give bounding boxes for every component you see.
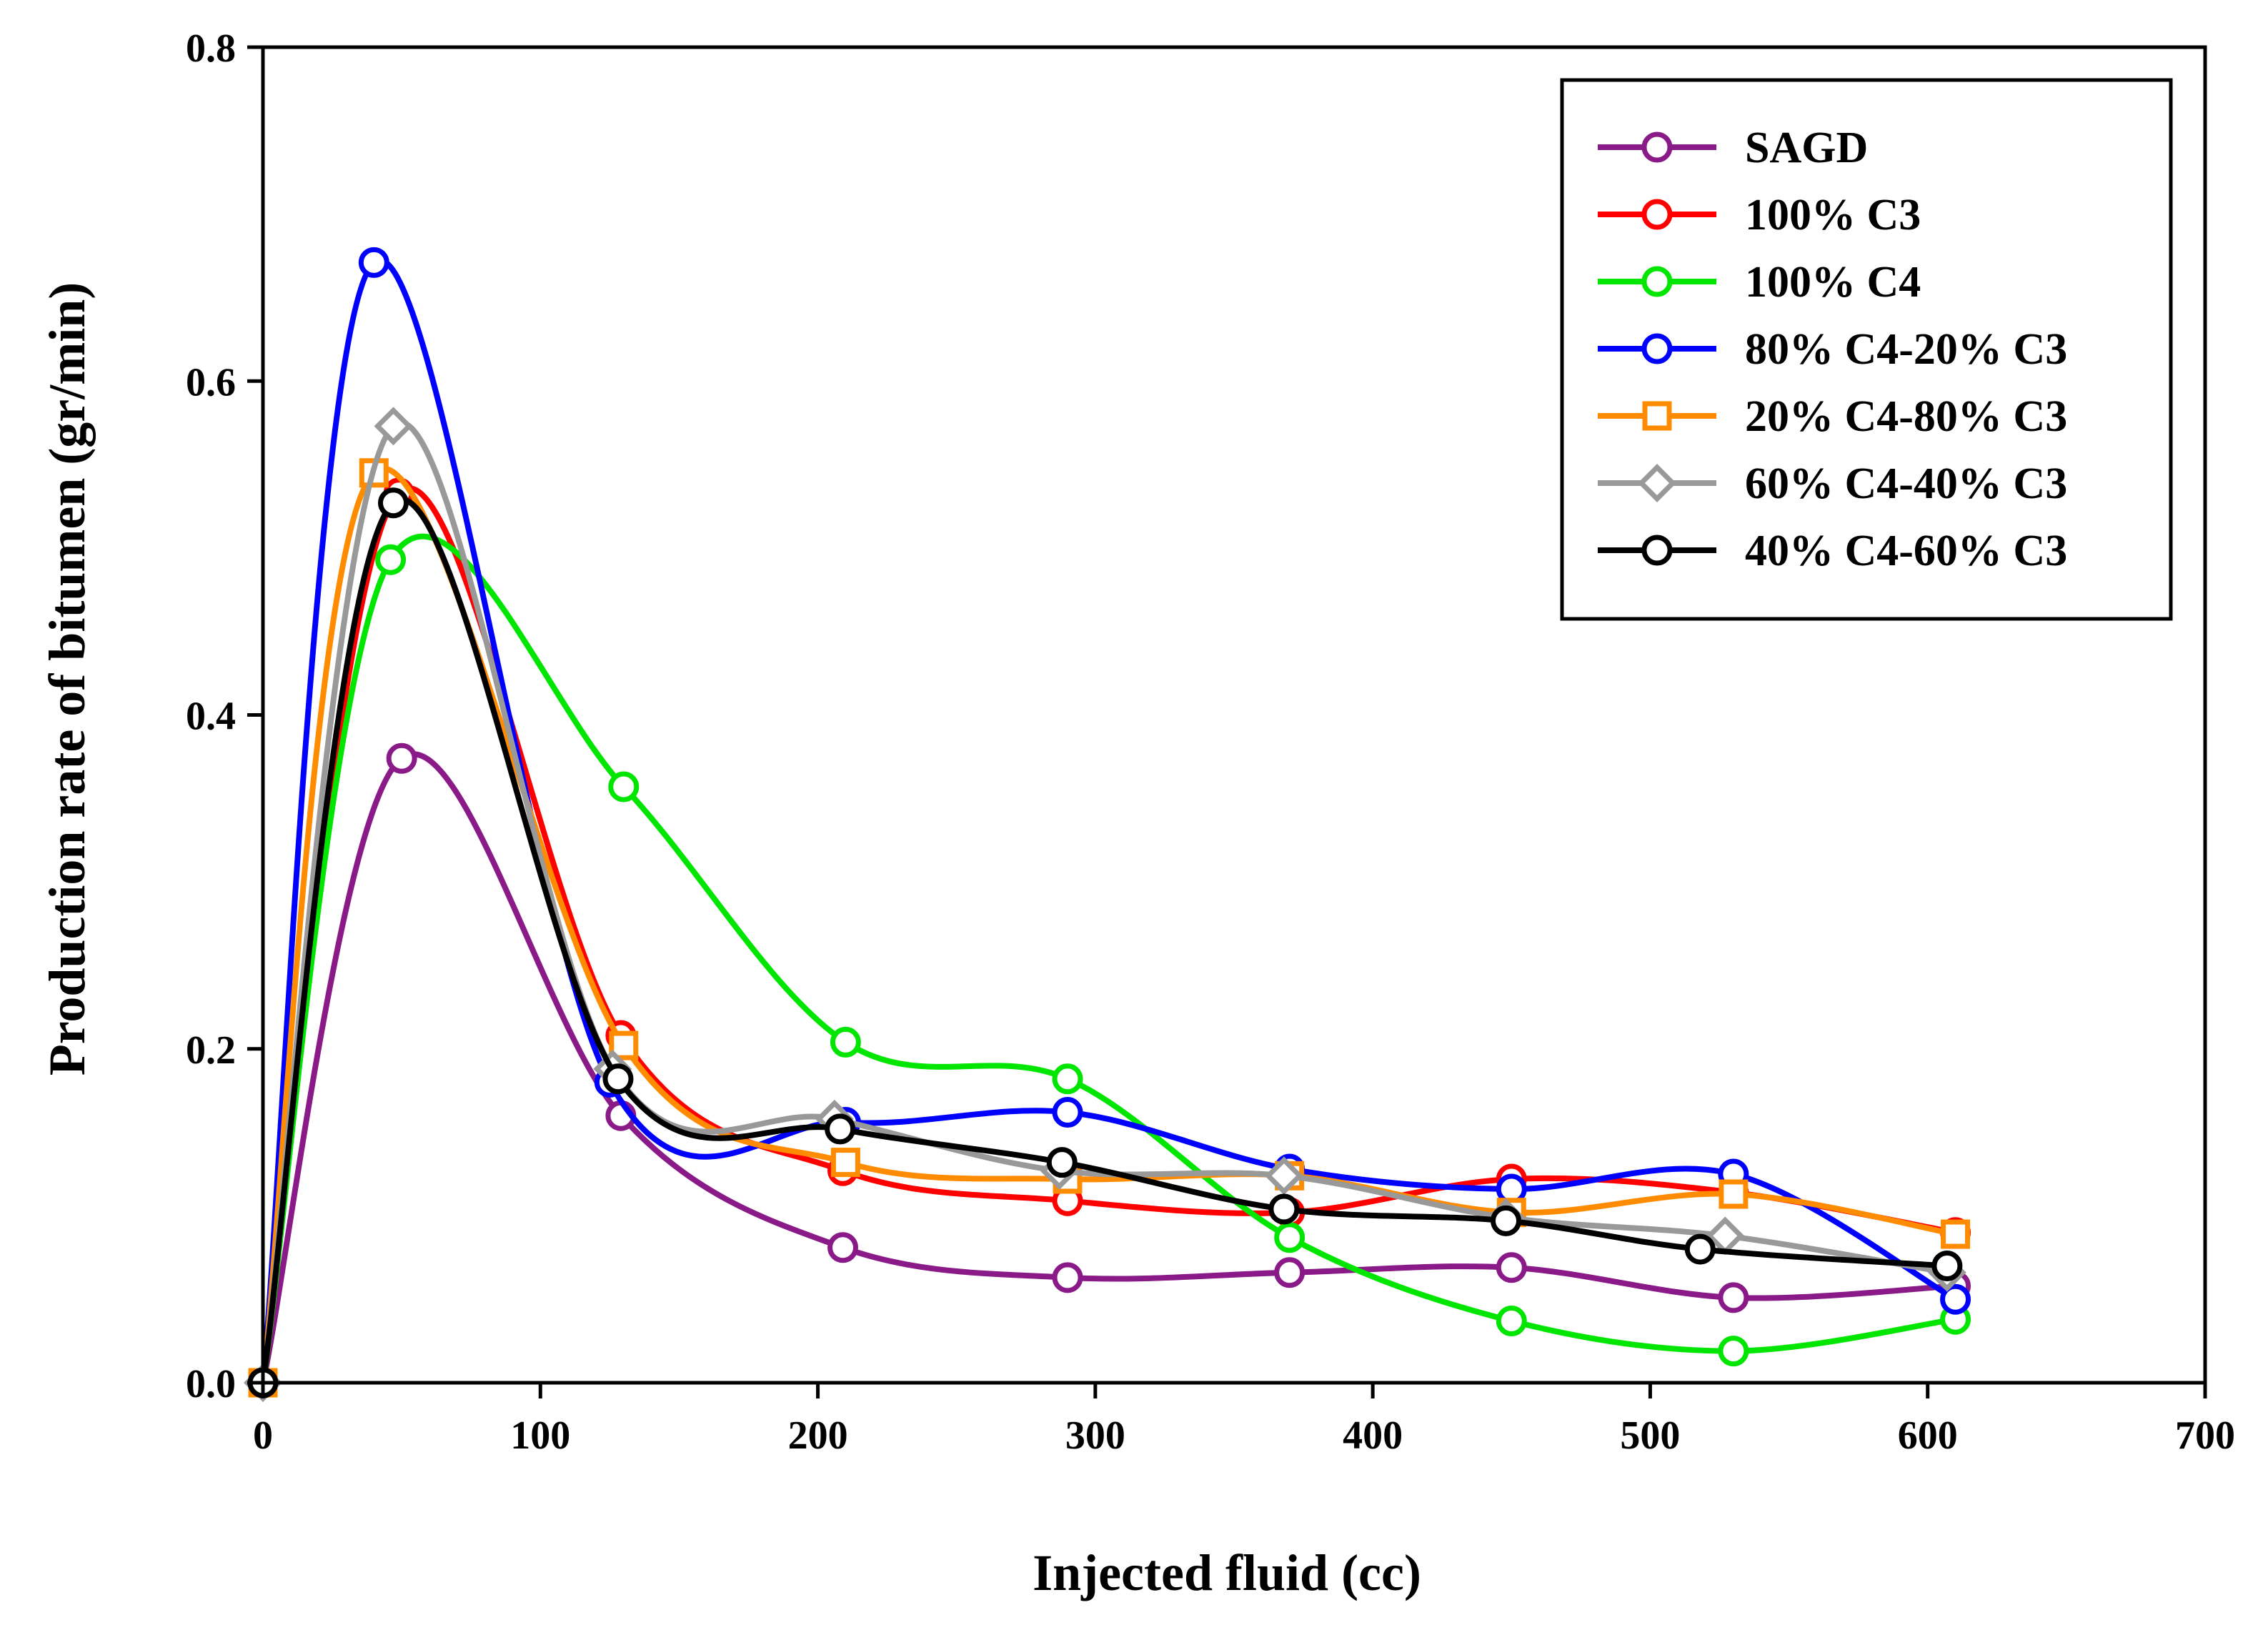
data-point <box>1684 1233 1716 1265</box>
x-tick-label: 700 <box>2175 1413 2235 1458</box>
data-point <box>375 544 407 575</box>
x-tick-label: 0 <box>253 1413 273 1458</box>
y-axis-title: Production rate of bitumen (gr/min) <box>39 282 96 1076</box>
legend-item: 60% C4-40% C3 <box>1598 459 2067 508</box>
x-tick-label: 300 <box>1065 1413 1125 1458</box>
data-point <box>1496 1306 1527 1337</box>
data-point <box>1052 1063 1083 1095</box>
data-point <box>830 1026 861 1058</box>
legend-label: 100% C4 <box>1745 258 1921 307</box>
legend-label: 40% C4-60% C3 <box>1745 527 2067 575</box>
legend-marker <box>1638 464 1676 502</box>
legend-marker <box>1641 131 1673 163</box>
legend-item: 100% C3 <box>1598 191 1921 239</box>
data-point <box>377 487 409 519</box>
data-point <box>1718 1282 1749 1313</box>
data-point <box>1274 1222 1305 1253</box>
legend-marker <box>1641 333 1673 364</box>
legend-label: SAGD <box>1745 124 1868 172</box>
data-point <box>825 1113 856 1145</box>
data-point <box>1046 1147 1078 1178</box>
y-tick-label: 0.8 <box>186 26 236 71</box>
data-point <box>1941 1219 1971 1249</box>
legend-item: 20% C4-80% C3 <box>1598 392 2067 441</box>
series-100-c4 <box>247 533 1971 1398</box>
series-line-100-c4 <box>260 533 1956 1383</box>
data-point <box>1931 1250 1963 1281</box>
legend-label: 100% C3 <box>1745 191 1921 239</box>
data-point <box>386 742 417 774</box>
data-point <box>1940 1283 1971 1315</box>
data-point <box>374 407 413 446</box>
data-point <box>1491 1205 1522 1236</box>
x-axis-title: Injected fluid (cc) <box>1033 1544 1421 1601</box>
data-point <box>1268 1193 1300 1225</box>
plot-series <box>244 247 1971 1402</box>
x-tick-label: 400 <box>1343 1413 1403 1458</box>
data-point <box>1052 1097 1083 1128</box>
legend-marker <box>1641 266 1673 297</box>
axes-ticks: 0 100 200 300 400 500 600 700 0.0 0.2 0.4 0.6 0.8 <box>186 26 2235 1458</box>
data-point <box>602 1063 634 1095</box>
x-tick-label: 500 <box>1620 1413 1680 1458</box>
y-tick-label: 0.2 <box>186 1028 236 1073</box>
legend-label: 20% C4-80% C3 <box>1745 392 2067 441</box>
x-tick-label: 100 <box>510 1413 570 1458</box>
legend-item: 40% C4-60% C3 <box>1598 527 2067 575</box>
data-point <box>1052 1262 1083 1293</box>
series-sagd <box>247 742 1971 1398</box>
data-point <box>1264 1156 1303 1196</box>
y-tick-label: 0.4 <box>186 695 236 739</box>
series-line-sagd <box>260 751 1956 1383</box>
legend-item: 80% C4-20% C3 <box>1598 325 2067 374</box>
x-tick-label: 200 <box>788 1413 848 1458</box>
legend-item: 100% C4 <box>1598 258 1921 307</box>
y-tick-label: 0.0 <box>186 1362 236 1406</box>
data-point <box>827 1232 859 1263</box>
data-point <box>1718 1336 1749 1367</box>
legend-items: SAGD 100% C3 100% C4 80% C4-20% C3 20% C4-80… <box>1598 124 2067 575</box>
data-point <box>608 771 640 802</box>
data-point <box>358 247 389 278</box>
legend-marker <box>1641 535 1673 566</box>
data-point <box>1719 1179 1749 1209</box>
legend-marker <box>1642 401 1672 431</box>
legend: SAGD 100% C3 100% C4 80% C4-20% C3 20% C4-80… <box>1560 78 2173 621</box>
x-tick-label: 600 <box>1898 1413 1958 1458</box>
legend-label: 80% C4-20% C3 <box>1745 325 2067 374</box>
legend-marker <box>1641 199 1673 230</box>
data-point <box>830 1148 860 1178</box>
series-40-c4-60-c3 <box>247 487 1963 1398</box>
data-point <box>1496 1252 1527 1283</box>
y-tick-label: 0.6 <box>186 360 236 404</box>
legend-label: 60% C4-40% C3 <box>1745 459 2067 508</box>
legend-item: SAGD <box>1598 124 1868 172</box>
data-point <box>1274 1257 1305 1288</box>
